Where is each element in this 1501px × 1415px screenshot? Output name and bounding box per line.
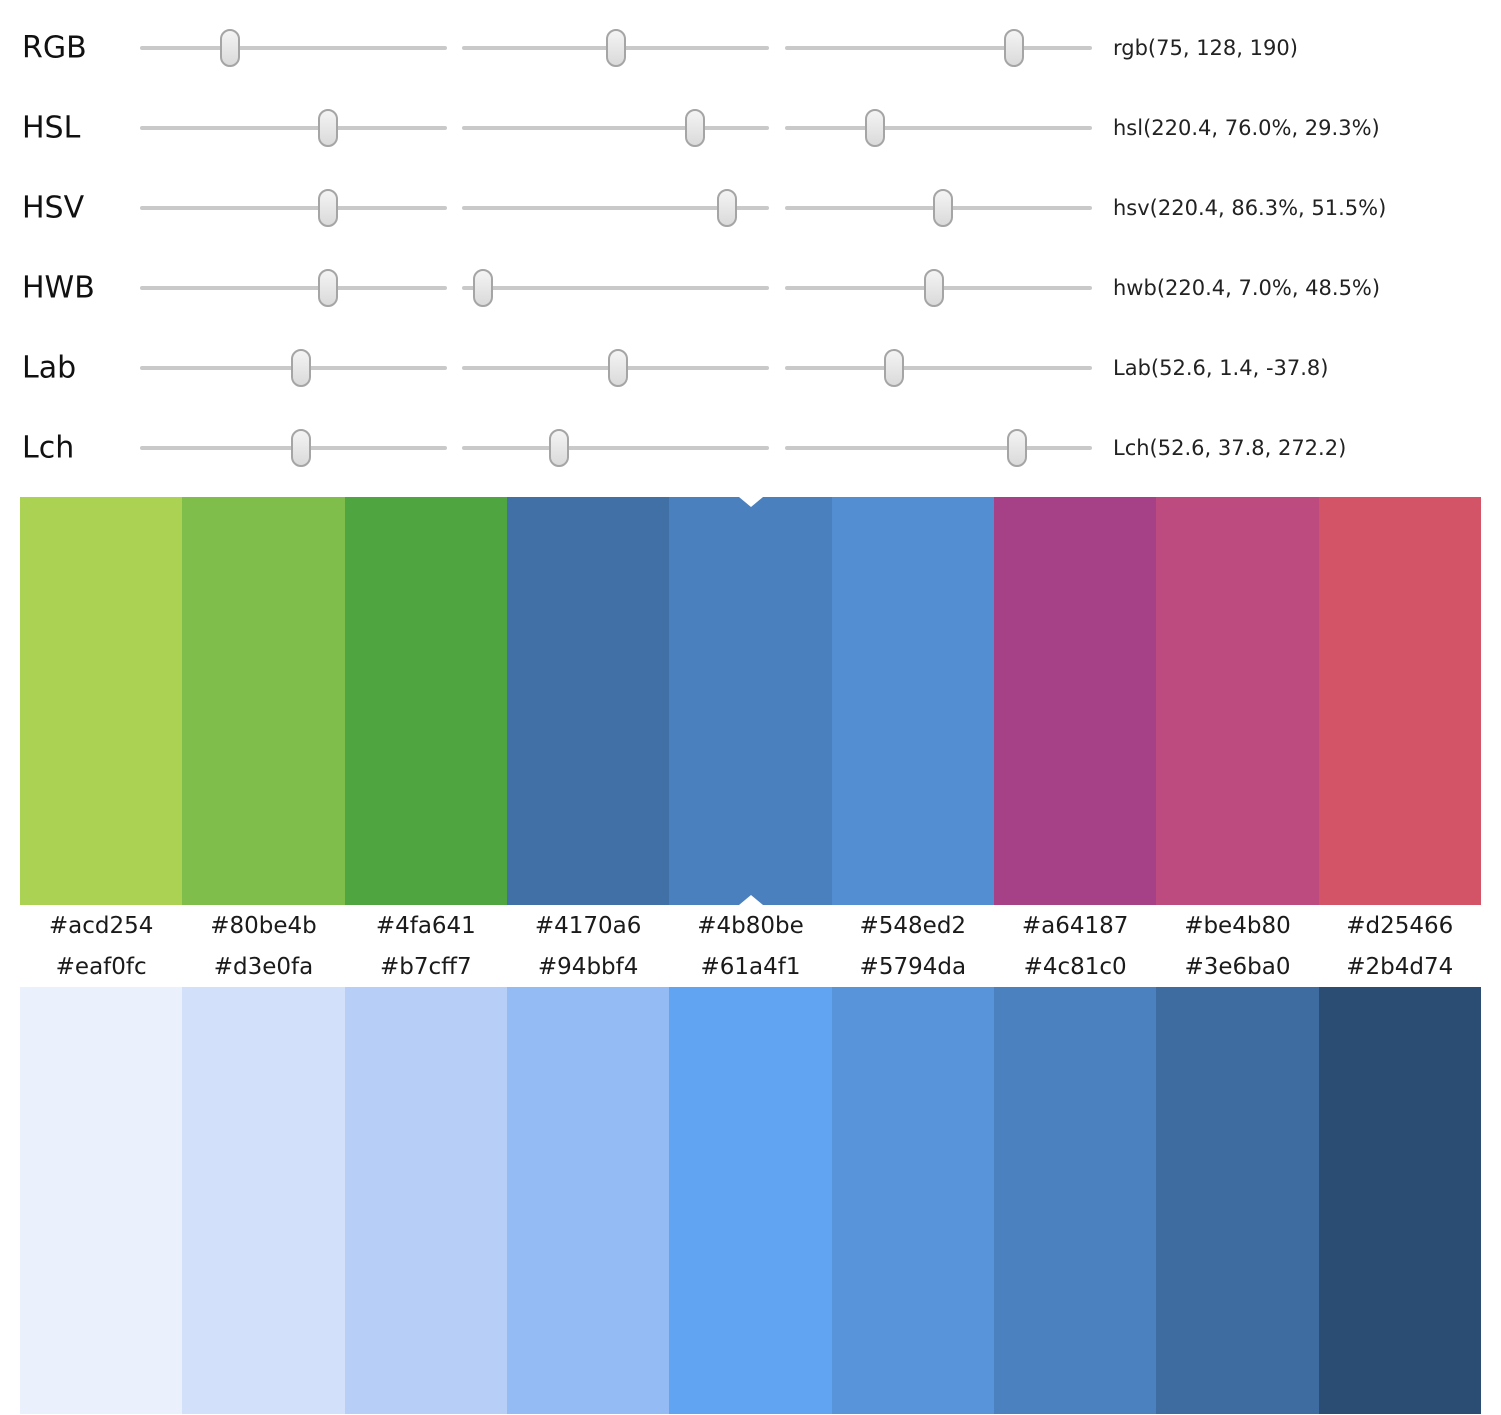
hex-label: #b7cff7 (380, 953, 472, 980)
top-palette-hex-labels: #acd254 #80be4b #4fa641 #4170a6 #4b80be … (20, 905, 1481, 946)
slider-handle[interactable] (933, 189, 954, 227)
slider-handle[interactable] (317, 189, 338, 227)
colorspace-label: Lch (22, 430, 75, 466)
selected-swatch-marker-top (738, 497, 763, 507)
slider-handle[interactable] (291, 349, 312, 387)
hex-label: #3e6ba0 (1184, 953, 1291, 980)
slider-track[interactable] (140, 349, 447, 387)
slider-track[interactable] (785, 29, 1092, 67)
palette-swatch[interactable] (506, 497, 670, 905)
slider-track[interactable] (140, 29, 447, 67)
hex-label: #94bbf4 (537, 953, 639, 980)
slider-handle[interactable] (883, 349, 904, 387)
palette-swatch-selected[interactable] (669, 497, 832, 905)
color-value-text: Lab(52.6, 1.4, -37.8) (1113, 356, 1329, 380)
palette-swatch[interactable] (831, 987, 994, 1414)
hex-label: #4fa641 (375, 912, 476, 939)
hex-label: #be4b80 (1184, 912, 1291, 939)
slider-handle[interactable] (864, 109, 885, 147)
slider-row-hsv: HSV hsv(220.4, 86.3%, 51.5%) (0, 168, 1501, 248)
slider-track[interactable] (462, 189, 769, 227)
slider-track[interactable] (462, 269, 769, 307)
hex-label: #d25466 (1346, 912, 1454, 939)
slider-track[interactable] (140, 189, 447, 227)
slider-track[interactable] (140, 109, 447, 147)
slider-row-hwb: HWB hwb(220.4, 7.0%, 48.5%) (0, 248, 1501, 328)
palette-swatch[interactable] (669, 987, 832, 1414)
palette-swatch[interactable] (1156, 987, 1319, 1414)
slider-row-lch: Lch Lch(52.6, 37.8, 272.2) (0, 408, 1501, 488)
bottom-palette (20, 987, 1481, 1414)
color-value-text: hsl(220.4, 76.0%, 29.3%) (1113, 116, 1380, 140)
hex-label: #a64187 (1021, 912, 1129, 939)
palette-swatch[interactable] (993, 497, 1157, 905)
palette-swatch[interactable] (1318, 497, 1481, 905)
palette-swatch[interactable] (1156, 497, 1319, 905)
top-palette (20, 497, 1481, 905)
hex-label: #4b80be (697, 912, 804, 939)
palette-swatch[interactable] (993, 987, 1157, 1414)
slider-track[interactable] (785, 349, 1092, 387)
slider-handle[interactable] (923, 269, 944, 307)
hex-label: #548ed2 (859, 912, 967, 939)
slider-handle[interactable] (606, 29, 627, 67)
slider-handle[interactable] (548, 429, 569, 467)
palette-swatch[interactable] (182, 987, 345, 1414)
slider-row-rgb: RGB rgb(75, 128, 190) (0, 8, 1501, 88)
selected-swatch-marker-bottom (738, 895, 763, 905)
colorspace-label: HSL (22, 110, 81, 146)
slider-handle[interactable] (317, 269, 338, 307)
hex-label: #61a4f1 (700, 953, 801, 980)
palette-swatch[interactable] (831, 497, 994, 905)
colorspace-label: HSV (22, 190, 85, 226)
hex-label: #eaf0fc (55, 953, 147, 980)
slider-handle[interactable] (1007, 429, 1028, 467)
palette-swatch[interactable] (20, 497, 183, 905)
slider-handle[interactable] (685, 109, 706, 147)
hex-label: #80be4b (210, 912, 317, 939)
slider-track[interactable] (462, 29, 769, 67)
slider-panel: RGB rgb(75, 128, 190) HSL hsl(220 (0, 0, 1501, 497)
hex-label: #5794da (859, 953, 967, 980)
colorspace-label: Lab (22, 350, 77, 386)
color-value-text: Lch(52.6, 37.8, 272.2) (1113, 436, 1347, 460)
slider-handle[interactable] (607, 349, 628, 387)
slider-handle[interactable] (716, 189, 737, 227)
slider-handle[interactable] (317, 109, 338, 147)
colorspace-label: RGB (22, 30, 87, 66)
slider-track[interactable] (140, 269, 447, 307)
color-value-text: hwb(220.4, 7.0%, 48.5%) (1113, 276, 1381, 300)
slider-track[interactable] (462, 349, 769, 387)
slider-track[interactable] (462, 109, 769, 147)
palette-swatch[interactable] (344, 497, 507, 905)
slider-track[interactable] (785, 269, 1092, 307)
palette-swatch[interactable] (182, 497, 345, 905)
slider-row-lab: Lab Lab(52.6, 1.4, -37.8) (0, 328, 1501, 408)
color-value-text: hsv(220.4, 86.3%, 51.5%) (1113, 196, 1387, 220)
slider-handle[interactable] (473, 269, 494, 307)
hex-label: #4170a6 (534, 912, 642, 939)
hex-label: #2b4d74 (1346, 953, 1454, 980)
slider-track[interactable] (785, 109, 1092, 147)
slider-track[interactable] (785, 429, 1092, 467)
color-value-text: rgb(75, 128, 190) (1113, 36, 1298, 60)
colorspace-label: HWB (22, 270, 95, 306)
slider-track[interactable] (462, 429, 769, 467)
slider-track[interactable] (785, 189, 1092, 227)
slider-track[interactable] (140, 429, 447, 467)
bottom-palette-hex-labels: #eaf0fc #d3e0fa #b7cff7 #94bbf4 #61a4f1 … (20, 946, 1481, 987)
hex-label: #4c81c0 (1023, 953, 1127, 980)
palette-swatch[interactable] (1318, 987, 1481, 1414)
palette-swatch[interactable] (344, 987, 507, 1414)
slider-handle[interactable] (291, 429, 312, 467)
hex-label: #d3e0fa (213, 953, 314, 980)
hex-label: #acd254 (48, 912, 154, 939)
palette-swatch[interactable] (20, 987, 183, 1414)
slider-handle[interactable] (1003, 29, 1024, 67)
palette-swatch[interactable] (506, 987, 670, 1414)
slider-row-hsl: HSL hsl(220.4, 76.0%, 29.3%) (0, 88, 1501, 168)
slider-handle[interactable] (220, 29, 241, 67)
